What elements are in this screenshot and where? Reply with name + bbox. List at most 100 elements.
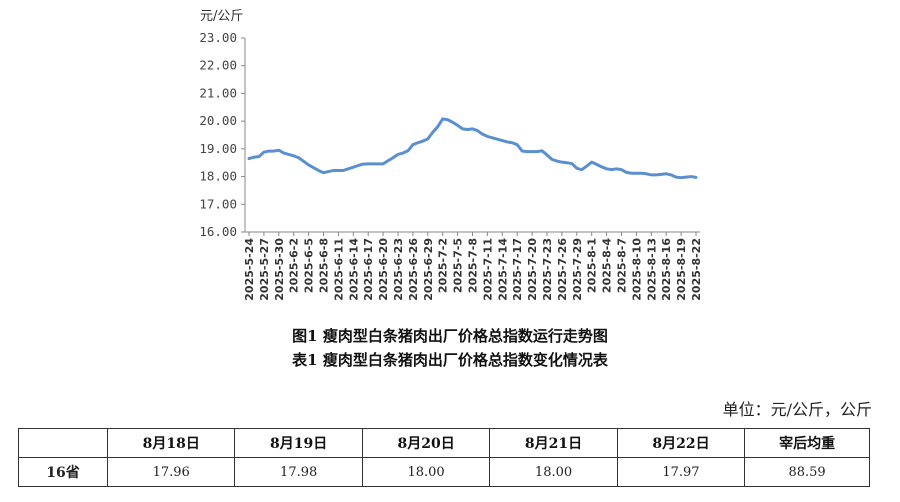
x-axis-ticks: 2025-5-24 2025-5-27 2025-5-30 2025-6-2 2025-… [243,232,703,301]
data-point [570,162,574,165]
data-point [292,154,295,157]
data-point [317,169,320,172]
header-cell: 8月20日 [361,428,491,458]
x-tick-label: 2025-6-2 [288,238,301,293]
data-point [555,159,559,163]
data-point [416,141,420,144]
price-index-line-chart: 元/公斤 23.00 22.00 21.00 20.00 19.00 18.00 17.00… [199,9,703,301]
data-point [640,172,643,175]
data-point [635,172,638,175]
data-point [421,139,425,143]
header-cell: 8月21日 [489,428,618,458]
header-cell: 8月22日 [616,428,746,458]
x-tick-label: 2025-5-30 [273,238,286,301]
data-point [530,150,534,153]
data-point [411,143,415,146]
x-tick-label: 2025-6-11 [332,238,345,301]
data-point [376,162,380,166]
data-point [461,127,464,131]
data-point [575,167,578,170]
x-tick-label: 2025-6-29 [422,238,435,301]
x-tick-label: 2025-7-29 [571,238,584,301]
data-point [426,137,429,141]
y-tick-label: 22.00 [199,58,237,73]
data-point [689,175,693,178]
data-point [332,169,335,172]
data-point [322,171,325,174]
data-point [496,137,499,141]
data-point [451,121,454,124]
x-tick-label: 2025-7-26 [556,238,569,301]
data-point [247,157,251,160]
y-tick-label: 16.00 [199,224,237,239]
data-point [511,141,514,144]
x-tick-label: 2025-7-8 [467,238,480,293]
data-point [391,156,395,159]
data-point [645,172,648,175]
data-point [506,140,509,144]
data-point [352,165,355,169]
x-tick-label: 2025-7-11 [481,238,494,301]
data-point [371,162,375,166]
chart-caption: 图1 瘦肉型白条猪肉出厂价格总指数运行走势图 [292,327,608,345]
data-point [277,149,280,152]
data-point [580,168,583,171]
x-tick-label: 2025-8-22 [690,238,703,301]
data-point [679,176,683,179]
data-point [535,150,539,153]
table-corner-cell [18,428,108,458]
row-label: 16省 [18,457,108,487]
y-tick-label: 19.00 [199,141,237,156]
x-tick-label: 2025-7-14 [496,238,509,301]
data-point [520,149,524,153]
data-point [630,172,633,175]
data-point [471,127,474,131]
data-point [516,143,519,146]
data-point [501,139,504,142]
data-point [362,162,365,166]
data-point [396,153,400,156]
y-tick-label: 21.00 [199,85,237,100]
data-point [684,175,688,179]
data-point [262,150,266,154]
data-point [302,160,305,163]
x-tick-label: 2025-8-7 [616,238,629,293]
table-caption: 表1 瘦肉型白条猪肉出厂价格总指数变化情况表 [292,351,608,369]
data-point [476,129,479,132]
data-point [650,173,653,177]
data-point [595,163,598,166]
x-tick-label: 2025-8-4 [601,238,614,293]
y-tick-label: 20.00 [199,113,237,128]
x-tick-label: 2025-6-17 [362,238,375,301]
data-point [481,132,484,136]
data-point [327,170,330,173]
data-point [600,165,603,169]
data-point [431,131,434,134]
data-point [550,158,554,161]
data-point [386,159,390,162]
data-point [590,160,593,164]
data-point [565,161,569,164]
table-cell: 17.98 [234,457,363,487]
data-point [337,169,340,172]
data-point [674,175,678,179]
x-tick-label: 2025-6-20 [377,238,390,301]
data-point [267,149,271,153]
y-tick-label: 23.00 [199,30,237,45]
data-point [486,135,489,138]
data-point [282,151,285,155]
x-tick-label: 2025-7-17 [511,238,524,301]
table-cell: 17.97 [616,457,746,487]
data-point [347,167,350,171]
x-tick-label: 2025-5-27 [258,238,271,301]
x-tick-label: 2025-8-13 [645,238,658,301]
data-point [660,173,663,176]
data-point [446,118,449,121]
x-tick-label: 2025-7-2 [437,238,450,293]
x-tick-label: 2025-8-1 [586,238,599,293]
data-point [620,168,623,171]
data-point [585,164,588,168]
table-header-row: 8月18日 8月19日 8月20日 8月21日 8月22日 宰后均重 [18,428,870,458]
x-tick-label: 2025-8-19 [675,238,688,301]
data-point [312,166,315,169]
